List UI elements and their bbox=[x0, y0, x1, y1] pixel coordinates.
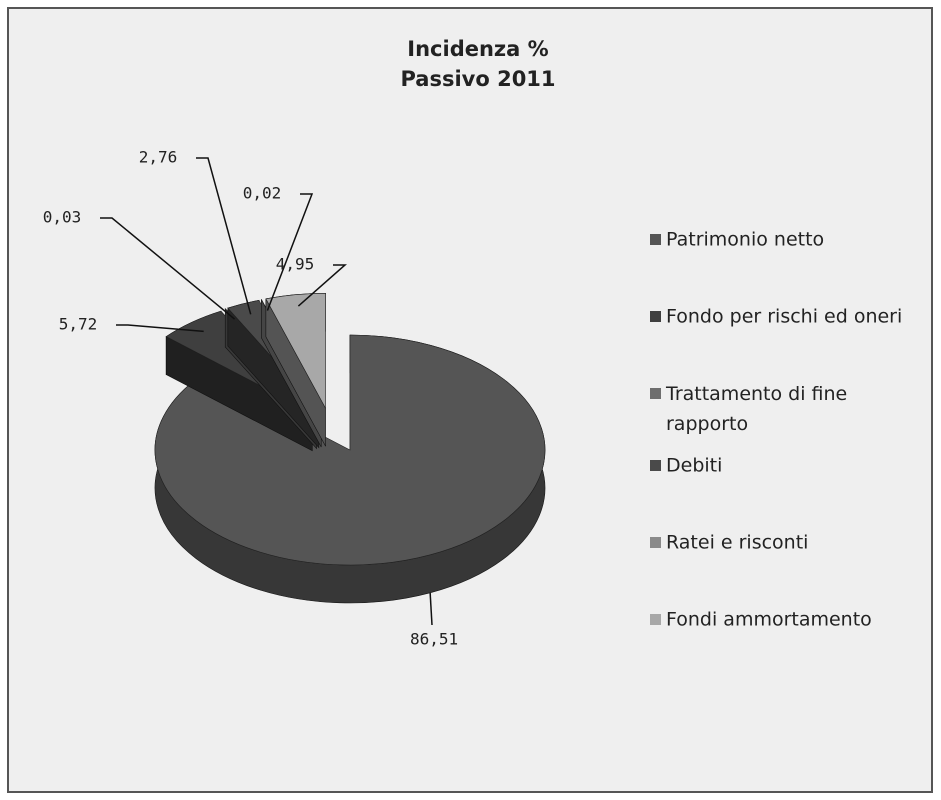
legend-label: Fondo per rischi ed oneri bbox=[666, 306, 902, 328]
data-label: 86,51 bbox=[410, 630, 458, 649]
pie-slice bbox=[265, 292, 326, 447]
legend-label: Trattamento di fine rapporto bbox=[665, 383, 847, 435]
data-label: 0,03 bbox=[43, 208, 82, 227]
leader-line bbox=[266, 193, 314, 311]
legend-label: Fondi ammortamento bbox=[666, 609, 872, 631]
data-label: 2,76 bbox=[139, 148, 178, 167]
legend-label: Patrimonio netto bbox=[666, 229, 824, 251]
legend-label: Debiti bbox=[666, 455, 722, 477]
pie-slice bbox=[154, 334, 546, 604]
slice-top bbox=[154, 334, 546, 566]
legend-swatch bbox=[650, 388, 661, 399]
data-label: 5,72 bbox=[59, 315, 98, 334]
leader-line bbox=[297, 264, 347, 307]
chart-title: Incidenza % bbox=[407, 37, 548, 61]
legend-swatch bbox=[650, 537, 661, 548]
legend-label: Ratei e risconti bbox=[666, 532, 808, 554]
data-label: 4,95 bbox=[276, 255, 315, 274]
leader-line bbox=[100, 217, 236, 320]
leader-line bbox=[196, 157, 252, 315]
leader-line bbox=[429, 592, 433, 626]
legend-swatch bbox=[650, 614, 661, 625]
slice-top bbox=[265, 292, 326, 409]
legend-swatch bbox=[650, 460, 661, 471]
data-label: 0,02 bbox=[243, 184, 282, 203]
legend-swatch bbox=[650, 311, 661, 322]
chart-subtitle: Passivo 2011 bbox=[400, 67, 555, 91]
leader-line bbox=[116, 324, 204, 333]
legend-swatch bbox=[650, 234, 661, 245]
